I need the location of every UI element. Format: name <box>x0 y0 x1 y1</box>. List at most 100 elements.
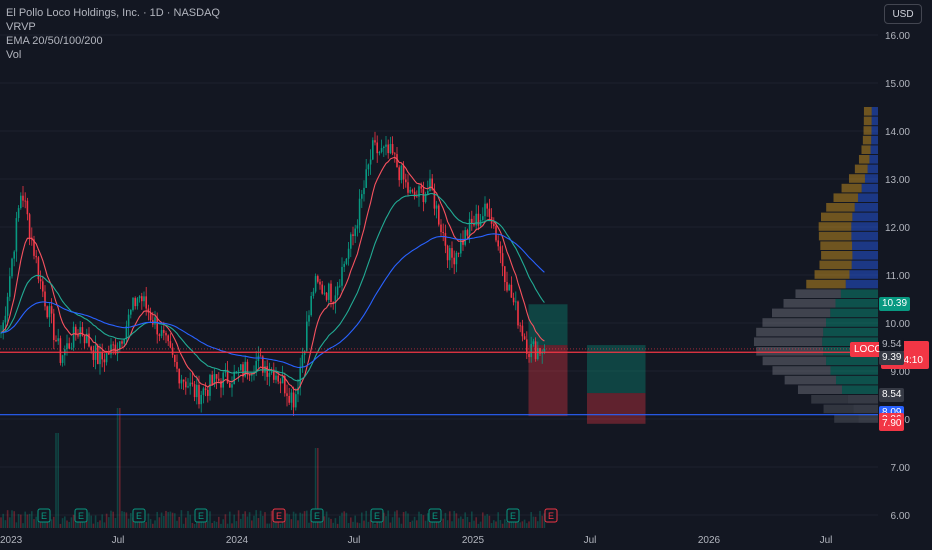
candle-body <box>262 356 264 373</box>
candle-body <box>387 144 389 154</box>
volume-bar <box>154 520 156 528</box>
ema-lines <box>0 156 545 391</box>
earnings-marker[interactable] <box>428 508 442 523</box>
volume-bar <box>251 520 253 528</box>
position-stop-zone[interactable] <box>587 393 646 424</box>
volume-bar <box>402 512 405 528</box>
candle-body <box>297 387 299 395</box>
candle-body <box>442 232 444 234</box>
earnings-marker[interactable] <box>132 508 146 523</box>
position-target-zone[interactable] <box>587 345 646 394</box>
volume-bar <box>369 519 372 528</box>
candle-body <box>2 322 4 333</box>
price-axis-label: 14.00 <box>885 127 910 138</box>
earnings-marker[interactable] <box>74 508 88 523</box>
volume-bar <box>530 512 532 528</box>
volume-bar <box>297 520 299 528</box>
candle-body <box>308 315 310 322</box>
volume-profile-bar <box>863 116 872 126</box>
position-boxes[interactable] <box>528 304 646 424</box>
price-axis-label: 6.00 <box>891 511 911 522</box>
earnings-marker[interactable] <box>194 508 208 523</box>
candle-body <box>526 339 528 354</box>
candle-body <box>339 285 341 287</box>
candle-body <box>50 306 53 314</box>
candle-body <box>191 382 194 385</box>
volume-bar <box>33 519 35 528</box>
earnings-marker[interactable] <box>37 508 51 523</box>
earnings-marker[interactable] <box>272 508 286 523</box>
volume-profile-bar <box>822 337 878 346</box>
candle-body <box>114 344 117 354</box>
price-tag: 9.39 <box>879 351 905 366</box>
volume-bar <box>383 512 385 528</box>
candle-body <box>449 248 451 261</box>
indicator-volume[interactable]: Vol <box>6 49 22 61</box>
price-axis[interactable]: 16.0015.0014.0013.0012.0011.0010.009.008… <box>885 31 910 522</box>
currency-button[interactable]: USD <box>884 4 922 24</box>
volume-bar <box>191 522 194 528</box>
volume-profile-bar <box>830 366 878 375</box>
indicator-vrvp[interactable]: VRVP <box>6 21 36 33</box>
volume-profile-bar <box>851 231 878 241</box>
volume-profile-bar <box>854 164 868 174</box>
price-axis-label: 15.00 <box>885 79 910 90</box>
candle-body <box>193 384 196 398</box>
time-axis-label: 2026 <box>698 535 721 546</box>
candle-body <box>394 153 396 155</box>
symbol-title[interactable]: El Pollo Loco Holdings, Inc. · 1D · NASD… <box>6 7 220 19</box>
volume-profile-bar <box>833 193 858 202</box>
candle-body <box>512 297 515 303</box>
candle-body <box>290 392 293 403</box>
candle-body <box>284 375 286 394</box>
earnings-marker[interactable] <box>544 508 558 523</box>
candle-body <box>416 196 418 198</box>
candle-body <box>446 245 449 261</box>
volume-profile-bar <box>852 212 878 222</box>
indicator-ema[interactable]: EMA 20/50/100/200 <box>6 35 103 47</box>
candle-body <box>215 374 218 379</box>
earnings-marker[interactable] <box>370 508 384 523</box>
volume-bar <box>226 523 229 528</box>
volume-bar <box>317 448 319 528</box>
volume-bar <box>306 510 308 528</box>
candle-body <box>475 213 477 226</box>
volume-bar <box>101 514 103 528</box>
candle-body <box>317 276 319 282</box>
position-target-zone[interactable] <box>528 304 568 346</box>
volume-bar <box>543 513 546 528</box>
volume-profile-bar <box>841 385 878 394</box>
volume-bar <box>506 521 508 528</box>
volume-bar <box>457 518 460 528</box>
candle-body <box>218 378 220 381</box>
volume-bar <box>442 518 444 528</box>
candle-body <box>521 325 524 337</box>
candle-body <box>92 350 95 360</box>
candle-body <box>90 346 92 351</box>
volume-profile-bar <box>871 107 878 116</box>
volume-bar <box>398 517 400 528</box>
volume-bar <box>477 523 480 528</box>
candle-body <box>365 169 367 188</box>
time-axis[interactable]: 2023 Jul 2024 Jul 2025 Jul 2026 Jul <box>0 535 832 546</box>
candle-body <box>171 347 174 355</box>
volume-bar <box>72 514 75 528</box>
candle-body <box>9 276 11 297</box>
candle-body <box>163 330 165 333</box>
volume-bar <box>539 510 541 528</box>
volume-bar <box>125 512 128 528</box>
candle-body <box>499 246 502 254</box>
candle-body <box>174 354 176 362</box>
candle-body <box>488 208 491 217</box>
horizontal-lines[interactable] <box>0 348 878 416</box>
volume-bar <box>336 523 339 528</box>
earnings-marker[interactable] <box>506 508 520 523</box>
volume-bar <box>180 510 183 528</box>
earnings-marker[interactable] <box>310 508 324 523</box>
candle-body <box>372 140 374 160</box>
position-stop-zone[interactable] <box>528 345 568 417</box>
volume-bar <box>114 517 117 528</box>
candle-body <box>367 164 370 170</box>
